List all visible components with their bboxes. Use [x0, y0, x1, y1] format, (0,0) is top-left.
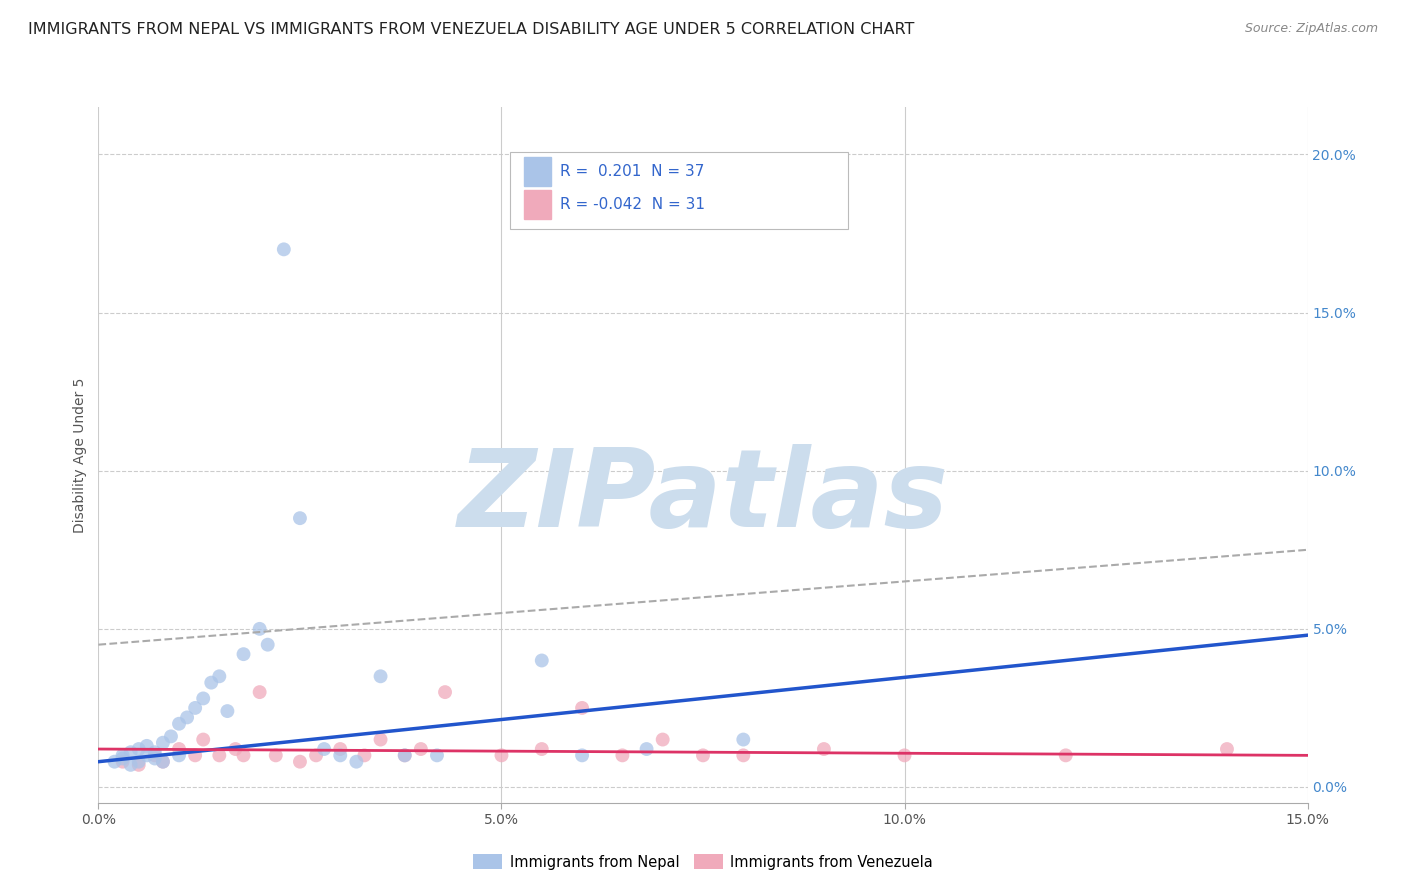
Point	[329, 748, 352, 763]
Point	[143, 745, 166, 759]
Point	[128, 755, 150, 769]
Point	[152, 755, 174, 769]
Point	[426, 748, 449, 763]
Point	[329, 742, 352, 756]
Point	[128, 757, 150, 772]
Point	[184, 701, 207, 715]
Point	[193, 691, 215, 706]
Point	[1054, 748, 1077, 763]
Point	[571, 701, 593, 715]
Point	[152, 755, 174, 769]
Point	[176, 710, 198, 724]
Text: IMMIGRANTS FROM NEPAL VS IMMIGRANTS FROM VENEZUELA DISABILITY AGE UNDER 5 CORREL: IMMIGRANTS FROM NEPAL VS IMMIGRANTS FROM…	[28, 22, 914, 37]
Point	[651, 732, 673, 747]
Text: Source: ZipAtlas.com: Source: ZipAtlas.com	[1244, 22, 1378, 36]
Point	[394, 748, 416, 763]
Point	[232, 748, 254, 763]
Point	[120, 757, 142, 772]
Legend: Immigrants from Nepal, Immigrants from Venezuela: Immigrants from Nepal, Immigrants from V…	[467, 848, 939, 876]
Point	[733, 748, 755, 763]
Point	[111, 751, 134, 765]
Point	[370, 669, 392, 683]
Point	[636, 742, 658, 756]
Point	[264, 748, 287, 763]
Point	[530, 653, 553, 667]
Point	[152, 736, 174, 750]
Point	[217, 704, 239, 718]
Point	[111, 755, 134, 769]
FancyBboxPatch shape	[524, 190, 551, 219]
Point	[167, 742, 190, 756]
Point	[530, 742, 553, 756]
Text: R =  0.201  N = 37: R = 0.201 N = 37	[561, 164, 704, 179]
Point	[733, 732, 755, 747]
Point	[314, 742, 336, 756]
Point	[288, 755, 311, 769]
Point	[193, 732, 215, 747]
Point	[103, 755, 125, 769]
Point	[813, 742, 835, 756]
Point	[208, 748, 231, 763]
Point	[120, 745, 142, 759]
Point	[249, 685, 271, 699]
Point	[135, 748, 157, 763]
Point	[167, 748, 190, 763]
Point	[491, 748, 513, 763]
Point	[208, 669, 231, 683]
FancyBboxPatch shape	[524, 157, 551, 186]
Point	[434, 685, 457, 699]
Y-axis label: Disability Age Under 5: Disability Age Under 5	[73, 377, 87, 533]
Point	[184, 748, 207, 763]
Point	[232, 647, 254, 661]
Point	[394, 748, 416, 763]
Point	[249, 622, 271, 636]
Point	[200, 675, 222, 690]
Point	[160, 730, 183, 744]
FancyBboxPatch shape	[509, 153, 848, 228]
Point	[111, 748, 134, 763]
Point	[409, 742, 432, 756]
Point	[288, 511, 311, 525]
Point	[135, 739, 157, 753]
Point	[305, 748, 328, 763]
Point	[128, 742, 150, 756]
Point	[353, 748, 375, 763]
Point	[692, 748, 714, 763]
Point	[893, 748, 915, 763]
Point	[344, 755, 367, 769]
Point	[143, 751, 166, 765]
Point	[167, 716, 190, 731]
Point	[256, 638, 278, 652]
Point	[370, 732, 392, 747]
Point	[1216, 742, 1239, 756]
Point	[273, 243, 295, 257]
Point	[571, 748, 593, 763]
Text: ZIPatlas: ZIPatlas	[457, 443, 949, 549]
Point	[612, 748, 634, 763]
Text: R = -0.042  N = 31: R = -0.042 N = 31	[561, 197, 706, 212]
Point	[224, 742, 246, 756]
Point	[143, 748, 166, 763]
